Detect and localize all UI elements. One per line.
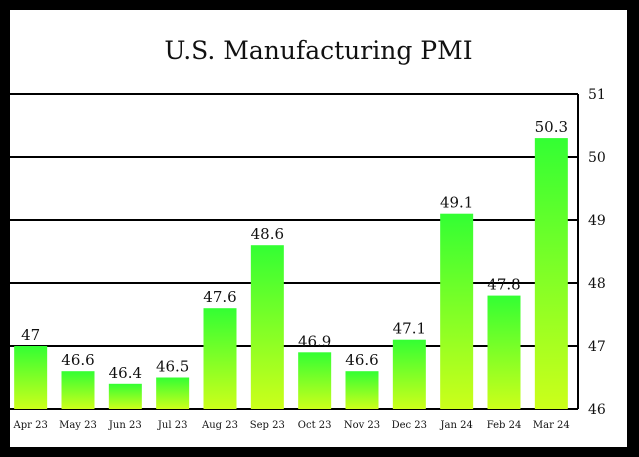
data-label: 50.3 xyxy=(535,118,568,136)
bar-sep-23 xyxy=(250,245,284,409)
bar-jun-23 xyxy=(108,383,142,409)
y-tick-label: 46 xyxy=(588,402,606,418)
x-tick-label: Feb 24 xyxy=(487,420,522,431)
data-label: 47 xyxy=(21,326,40,344)
bar-nov-23 xyxy=(345,371,379,409)
x-tick-label: Jun 23 xyxy=(108,420,142,431)
bar-chart: 47 46.6 46.4 46.5 47.6 48.6 46.9 46.6 47.1 49.1 47… xyxy=(10,87,606,431)
x-tick-label: Apr 23 xyxy=(13,420,48,431)
bar-jan-24 xyxy=(440,213,474,409)
data-label: 47.8 xyxy=(487,276,520,294)
data-label: 47.1 xyxy=(393,320,426,338)
y-tick-label: 50 xyxy=(588,150,606,166)
x-tick-label: May 23 xyxy=(59,420,97,431)
x-tick-label: Aug 23 xyxy=(201,420,238,431)
data-label: 46.6 xyxy=(345,351,378,369)
y-tick-label: 49 xyxy=(588,213,606,229)
y-tick-label: 48 xyxy=(588,276,606,292)
bar-feb-24 xyxy=(487,295,521,409)
data-label: 46.5 xyxy=(156,358,189,376)
x-tick-label: Dec 23 xyxy=(392,420,427,431)
y-tick-label: 51 xyxy=(588,87,606,103)
x-tick-label: Nov 23 xyxy=(344,420,380,431)
y-tick-label: 47 xyxy=(588,339,606,355)
data-label: 46.6 xyxy=(61,351,94,369)
bar-dec-23 xyxy=(392,339,426,409)
data-label: 47.6 xyxy=(203,288,236,306)
chart-frame: U.S. Manufacturing PMI 47 46.6 46.4 46.5 47.… xyxy=(10,10,627,447)
x-tick-label: Jan 24 xyxy=(440,420,473,431)
x-tick-label: Jul 23 xyxy=(157,420,188,431)
bar-may-23 xyxy=(61,371,95,409)
bar-oct-23 xyxy=(298,352,332,409)
data-label: 46.4 xyxy=(109,364,142,382)
x-tick-label: Sep 23 xyxy=(250,420,285,431)
data-label: 48.6 xyxy=(251,225,284,243)
bar-mar-24 xyxy=(534,138,568,409)
x-tick-label: Mar 24 xyxy=(533,420,570,431)
data-label: 46.9 xyxy=(298,332,331,350)
bar-jul-23 xyxy=(156,377,190,409)
chart-title: U.S. Manufacturing PMI xyxy=(164,36,473,65)
data-label: 49.1 xyxy=(440,194,473,212)
x-tick-label: Oct 23 xyxy=(298,420,332,431)
bar-aug-23 xyxy=(203,308,237,409)
bar-apr-23 xyxy=(14,346,48,409)
